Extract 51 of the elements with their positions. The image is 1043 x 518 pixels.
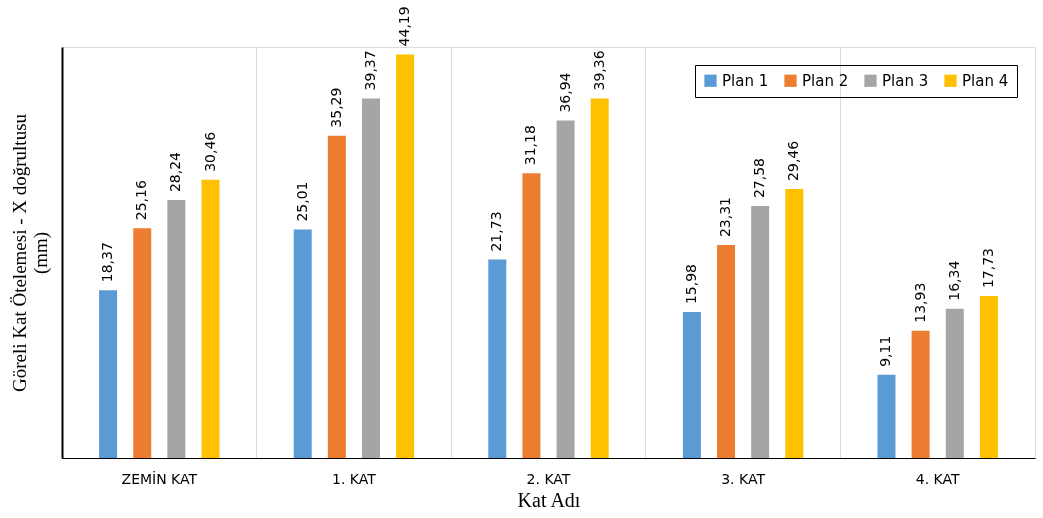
y-axis-title: Göreli Kat Ötelemesi - X doğrultusu (mm) [8, 113, 52, 393]
legend-label: Plan 1 [722, 71, 769, 90]
data-label: 29,46 [785, 140, 802, 181]
bar [911, 330, 930, 458]
bar [877, 374, 896, 458]
bar [751, 206, 770, 458]
bar [556, 120, 575, 458]
bar [201, 179, 220, 458]
bar [396, 54, 415, 458]
data-label: 13,93 [911, 282, 928, 323]
data-label: 25,01 [293, 181, 310, 222]
data-label: 17,73 [979, 247, 996, 289]
bar [361, 98, 380, 458]
data-label: 9,11 [877, 335, 894, 367]
data-label: 23,31 [717, 197, 734, 238]
data-label: 18,37 [99, 242, 116, 283]
bar [167, 200, 186, 458]
bar [327, 135, 346, 458]
bar [945, 308, 964, 458]
bar [717, 245, 736, 458]
bar [785, 188, 804, 458]
bar [590, 98, 609, 458]
legend-label: Plan 2 [802, 71, 849, 90]
x-tick-label: 4. KAT [915, 470, 961, 487]
bar [99, 290, 118, 458]
data-label: 44,19 [396, 6, 413, 47]
data-label: 15,98 [682, 263, 699, 305]
data-label: 31,18 [522, 125, 539, 166]
data-label: 35,29 [327, 87, 344, 128]
bar [682, 312, 701, 458]
x-tick-label: 2. KAT [526, 470, 571, 487]
x-axis-title: Kat Adı [517, 488, 581, 511]
data-label: 28,24 [167, 151, 184, 193]
legend-label: Plan 3 [882, 71, 929, 90]
data-label: 27,58 [751, 158, 768, 199]
bar [293, 229, 312, 458]
data-label: 39,37 [361, 50, 378, 91]
x-tick-label: 1. KAT [332, 470, 377, 487]
data-label: 25,16 [133, 180, 150, 221]
data-label: 21,73 [488, 211, 505, 252]
x-tick-label: ZEMİN KAT [121, 469, 198, 487]
x-tick-label: 3. KAT [721, 470, 766, 487]
bar [979, 296, 998, 458]
data-label: 16,34 [945, 260, 962, 301]
bar [133, 228, 152, 458]
data-label: 30,46 [201, 131, 218, 172]
data-label: 36,94 [556, 72, 573, 113]
data-label: 39,36 [590, 50, 607, 91]
bar [522, 173, 541, 458]
legend-label: Plan 4 [962, 71, 1009, 90]
bar [488, 259, 507, 458]
